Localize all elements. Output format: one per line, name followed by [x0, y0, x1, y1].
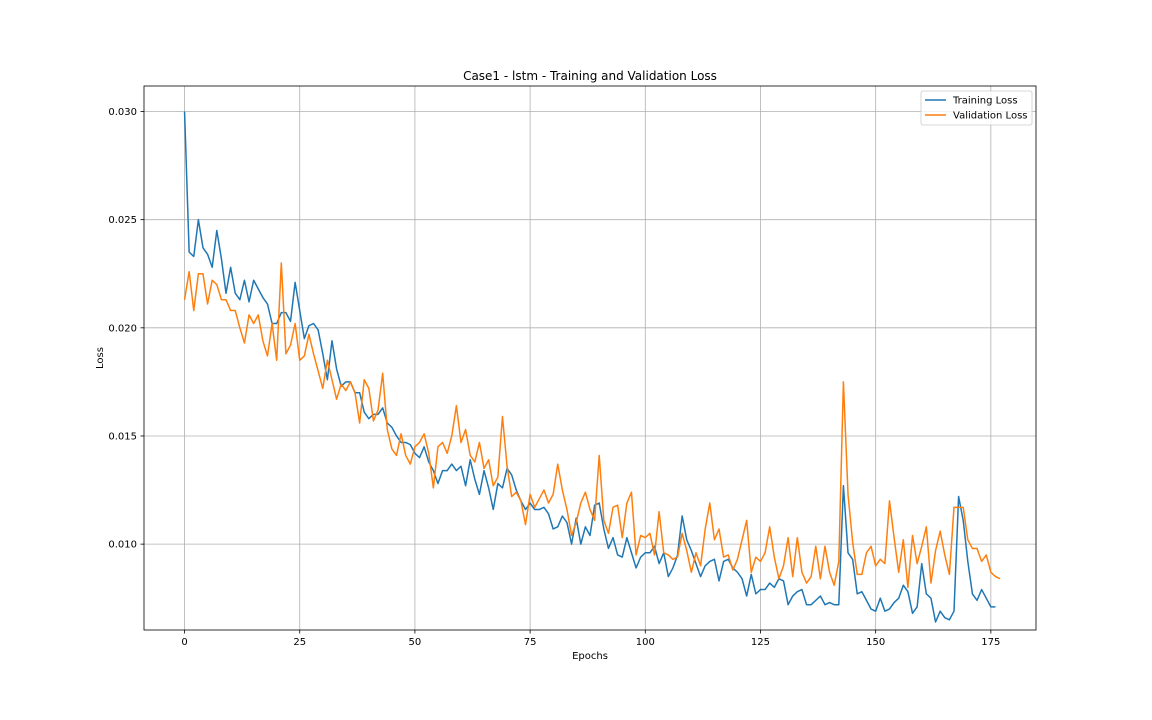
legend-label-validation: Validation Loss: [953, 111, 1028, 122]
x-tick-label: 175: [981, 637, 1000, 648]
y-axis: 0.010 0.015 0.020 0.025 0.030: [108, 107, 144, 551]
x-axis: 0 25 50 75 100 125 150 175: [181, 630, 1000, 648]
y-tick-label: 0.015: [108, 431, 137, 442]
y-axis-label: Loss: [95, 347, 106, 369]
y-tick-label: 0.025: [108, 215, 137, 226]
grid-lines: [144, 86, 1036, 630]
validation-loss-line: [183, 262, 1001, 589]
series-layer: [183, 111, 1001, 623]
x-tick-label: 50: [409, 637, 422, 648]
y-tick-label: 0.030: [108, 107, 137, 118]
plot-frame: [143, 85, 1037, 631]
legend: Training Loss Validation Loss: [920, 90, 1033, 126]
y-tick-label: 0.010: [108, 540, 137, 551]
x-axis-label: Epochs: [572, 651, 608, 662]
legend-label-training: Training Loss: [952, 96, 1018, 107]
training-loss-line: [183, 111, 996, 623]
x-tick-label: 150: [866, 637, 885, 648]
x-tick-label: 25: [293, 637, 306, 648]
legend-box: [920, 90, 1033, 126]
x-tick-label: 100: [636, 637, 655, 648]
x-tick-label: 125: [751, 637, 770, 648]
chart-title: Case1 - lstm - Training and Validation L…: [463, 69, 717, 83]
x-tick-label: 75: [524, 637, 537, 648]
y-tick-label: 0.020: [108, 323, 137, 334]
x-tick-label: 0: [181, 637, 187, 648]
